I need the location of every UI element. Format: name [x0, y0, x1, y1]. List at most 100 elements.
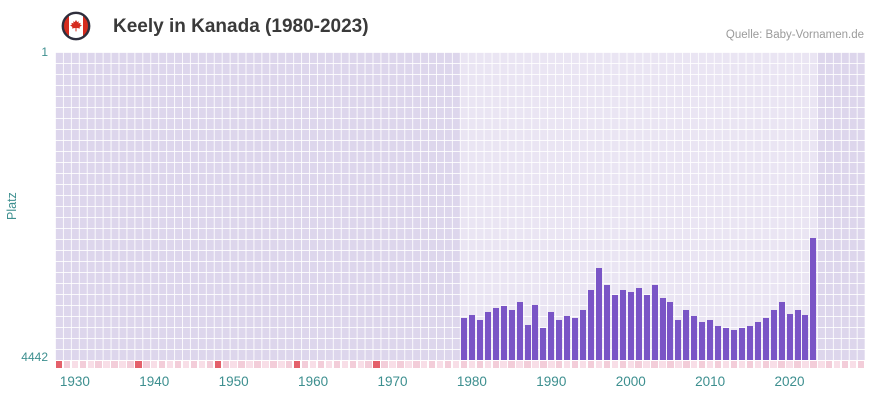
strip-cell: [71, 361, 79, 368]
strip-cell: [659, 361, 666, 368]
rank-bar: [802, 315, 809, 360]
strip-cell: [794, 361, 801, 368]
rank-bar: [564, 316, 571, 360]
x-axis-tick-label: 2010: [695, 374, 726, 389]
strip-cell: [714, 361, 722, 368]
strip-cell: [786, 361, 793, 368]
strip-cell: [317, 361, 325, 368]
strip-cell: [627, 361, 634, 368]
strip-cell: [389, 361, 396, 368]
strip-cell: [294, 361, 301, 368]
rank-bar: [635, 287, 642, 360]
rank-bar: [492, 307, 499, 360]
strip-cell: [174, 361, 182, 368]
rank-bar: [540, 327, 547, 360]
strip-cell: [413, 361, 420, 368]
strip-cell: [111, 361, 118, 368]
strip-cell: [166, 361, 174, 368]
strip-cell: [159, 361, 166, 368]
x-axis-tick-label: 1980: [456, 374, 487, 389]
strip-cell: [246, 361, 253, 368]
strip-cell: [516, 361, 523, 368]
strip-cell: [278, 361, 285, 368]
strip-cell: [492, 361, 499, 368]
rank-bar: [484, 312, 491, 360]
x-axis-tick-label: 1960: [298, 374, 329, 389]
rank-bar: [580, 309, 587, 360]
strip-cell: [333, 361, 341, 368]
strip-cell: [95, 361, 102, 368]
strip-cell: [429, 361, 436, 368]
strip-cell: [540, 361, 547, 368]
rank-bar: [746, 325, 753, 360]
rank-bar: [786, 314, 793, 360]
strip-cell: [381, 361, 388, 368]
rank-bar: [778, 301, 785, 360]
rank-bar: [516, 301, 523, 360]
rank-bar: [627, 291, 634, 360]
strip-cell: [262, 361, 269, 368]
strip-cell: [643, 361, 650, 368]
strip-cell: [309, 361, 317, 368]
strip-cell: [301, 361, 309, 368]
rank-bar: [476, 319, 483, 360]
strip-cell: [286, 361, 293, 368]
strip-cell: [810, 361, 817, 368]
strip-cell: [603, 361, 611, 368]
y-axis-tick-max: 1: [41, 45, 48, 59]
x-axis-tick-label: 2020: [774, 374, 805, 389]
strip-cell: [198, 361, 206, 368]
strip-cell: [230, 361, 237, 368]
timeline-strip: [55, 361, 865, 368]
rank-bar: [572, 318, 579, 360]
rank-bar: [651, 284, 658, 360]
rank-bar: [468, 314, 475, 360]
strip-cell: [802, 361, 809, 368]
strip-cell: [857, 361, 865, 368]
rank-bar: [595, 268, 602, 360]
rank-bar: [794, 309, 801, 360]
strip-cell: [635, 361, 642, 368]
strip-cell: [722, 361, 730, 368]
x-axis-tick-label: 1940: [139, 374, 170, 389]
chart-title: Keely in Kanada (1980-2023): [113, 16, 369, 37]
strip-cell: [548, 361, 555, 368]
strip-cell: [452, 361, 460, 368]
strip-cell: [341, 361, 349, 368]
rank-bar: [588, 289, 595, 360]
rank-bar: [508, 309, 515, 360]
strip-cell: [699, 361, 706, 368]
strip-cell: [468, 361, 476, 368]
strip-cell: [436, 361, 444, 368]
strip-cell: [135, 361, 142, 368]
strip-cell: [397, 361, 404, 368]
rank-bar: [715, 325, 722, 360]
strip-cell: [611, 361, 619, 368]
strip-cell: [706, 361, 714, 368]
rank-bar: [730, 330, 737, 360]
strip-cell: [818, 361, 825, 368]
strip-cell: [63, 361, 71, 368]
strip-cell: [587, 361, 595, 368]
x-axis-tick-label: 1970: [377, 374, 408, 389]
rank-bar: [667, 301, 674, 360]
rank-bar: [738, 327, 745, 360]
rank-bar: [723, 327, 730, 360]
strip-cell: [651, 361, 658, 368]
strip-cell: [532, 361, 539, 368]
strip-cell: [691, 361, 698, 368]
strip-cell: [405, 361, 412, 368]
x-axis-tick-label: 1930: [59, 374, 90, 389]
y-axis-label: Platz: [5, 192, 19, 220]
strip-cell: [373, 361, 380, 368]
strip-cell: [484, 361, 491, 368]
rank-bar: [770, 309, 777, 360]
strip-cell: [444, 361, 452, 368]
strip-cell: [238, 361, 245, 368]
rank-bar: [707, 320, 714, 360]
rank-bar: [619, 289, 626, 360]
strip-cell: [190, 361, 198, 368]
strip-cell: [119, 361, 126, 368]
rank-bar: [548, 312, 555, 360]
